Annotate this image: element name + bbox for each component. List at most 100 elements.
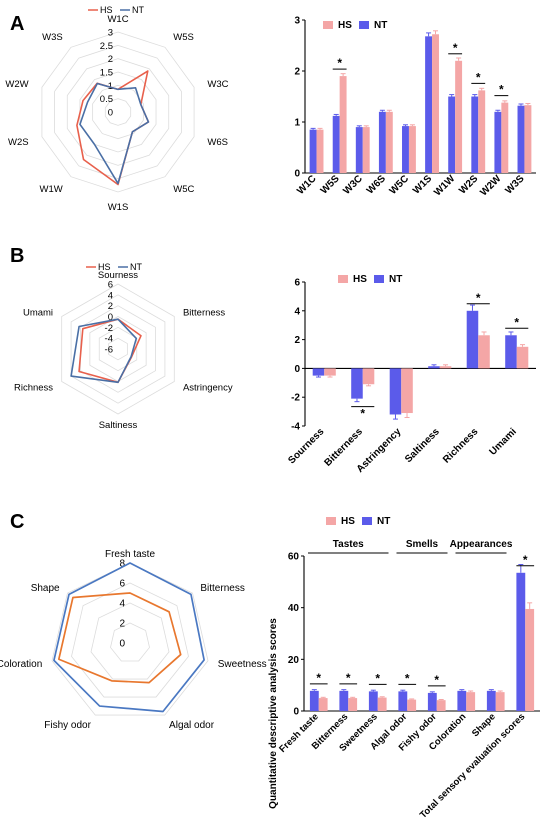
radar-series-nt [79, 82, 150, 185]
bar-nt-sourness [312, 368, 325, 376]
y-axis-title: Quantitative descriptive analysis scores [268, 618, 279, 809]
bar-nt-w1s [425, 36, 433, 173]
bar-nt-w5s [332, 115, 340, 173]
bar-hs-w3s [524, 105, 532, 173]
bar-nt-saltiness [428, 366, 440, 369]
axis-label-saltiness: Saltiness [99, 420, 138, 431]
radar-gridline [104, 98, 132, 126]
radar-gridline [89, 316, 147, 382]
axis-label-w1c: W1C [107, 14, 128, 25]
panel-label-b: B [10, 245, 24, 267]
x-tick-label-w6s: W6S [365, 173, 388, 196]
radar-series-hs [76, 70, 150, 186]
legend-swatch-nt [359, 21, 369, 29]
bar-nt-w5c [402, 126, 409, 173]
bar-hs-bitterness [348, 698, 358, 711]
bar-nt-bitterness [351, 368, 363, 399]
bar-hs-w1w [455, 60, 463, 173]
bar-hs-w5c [408, 126, 416, 173]
radar-series-nt [70, 318, 138, 384]
radar-tick-label: -4 [105, 334, 113, 345]
y-tick-label: 40 [288, 603, 300, 614]
bar-hs-algal-odor [407, 699, 417, 711]
axis-label-w5c: W5C [173, 184, 194, 195]
radar-tick-label: 4 [119, 599, 125, 610]
axis-label-w6s: W6S [207, 137, 228, 148]
y-tick-label: -4 [291, 422, 300, 433]
radar-tick-label: 6 [108, 280, 113, 291]
significance-marker: * [453, 41, 458, 55]
bar-hs-w1s [432, 34, 439, 173]
bar-hs-saltiness [439, 366, 452, 369]
y-tick-label: 1 [294, 118, 300, 129]
axis-label-shape: Shape [31, 583, 60, 594]
x-tick-label-richness: Richness [441, 426, 481, 466]
legend-label-nt: NT [374, 20, 387, 31]
panel-label-a: A [10, 13, 24, 35]
radar-gridline [54, 44, 182, 180]
y-tick-label: 20 [288, 655, 300, 666]
axis-label-bitterness: Bitterness [200, 583, 244, 594]
legend-label-hs: HS [341, 516, 355, 527]
legend-swatch-nt [362, 517, 372, 525]
radar-chart-a: 00.511.522.53W1CW5SW3CW6SW5CW1SW1WW2SW2W… [5, 5, 228, 213]
bar-hs-coloration [466, 692, 476, 711]
radar-tick-label: 2 [108, 54, 113, 65]
legend-swatch-hs [326, 517, 336, 525]
radar-tick-label: 0 [108, 312, 113, 323]
radar-gridline [51, 562, 209, 716]
bar-nt-w1w [448, 96, 456, 173]
radar-gridline [70, 294, 166, 404]
bar-hs-w2s [478, 90, 486, 173]
significance-marker: * [434, 673, 439, 687]
radar-tick-label: 2.5 [100, 41, 113, 52]
radar-tick-label: 1.5 [100, 68, 113, 79]
bar-hs-shape [495, 692, 505, 711]
bar-nt-algal-odor [398, 691, 408, 711]
x-tick-label-w1s: W1S [411, 173, 434, 196]
x-tick-label-w5s: W5S [319, 173, 342, 196]
axis-label-fishy-odor: Fishy odor [44, 720, 91, 731]
bar-hs-richness [478, 335, 490, 369]
bar-nt-sweetness [368, 691, 378, 711]
bar-hs-sourness [324, 368, 336, 376]
bar-nt-astringency [389, 368, 402, 415]
legend-label-hs: HS [338, 20, 352, 31]
legend-label-nt: NT [130, 262, 142, 272]
bar-nt-w1c [309, 129, 317, 173]
x-tick-label-w2w: W2W [478, 173, 503, 198]
bar-hs-sweetness [377, 697, 387, 711]
radar-tick-label: -2 [105, 323, 113, 334]
axis-label-w2s: W2S [8, 137, 29, 148]
y-tick-label: 2 [294, 335, 300, 346]
legend-swatch-hs [338, 275, 348, 283]
bar-hs-fishy-odor [436, 700, 446, 711]
significance-marker: * [316, 671, 321, 685]
significance-marker: * [499, 83, 504, 97]
significance-marker: * [514, 315, 519, 329]
bar-hs-fresh-taste [318, 698, 328, 711]
radar-tick-label: 6 [119, 579, 125, 590]
bar-hs-total-sensory-evaluation-scores [525, 608, 535, 711]
y-tick-label: 0 [294, 169, 300, 180]
radar-tick-label: 0.5 [100, 94, 113, 105]
legend-label-hs: HS [100, 5, 113, 15]
radar-gridline [61, 283, 175, 415]
x-tick-label-w2s: W2S [457, 173, 480, 196]
bar-nt-bitterness [339, 690, 349, 711]
bar-hs-astringency [401, 368, 413, 414]
y-tick-label: 4 [294, 306, 300, 317]
bar-hs-bitterness [362, 368, 375, 385]
axis-label-w3c: W3C [207, 79, 228, 90]
y-tick-label: 3 [294, 16, 300, 27]
axis-label-sourness: Sourness [98, 270, 138, 281]
significance-marker: * [360, 407, 365, 421]
bar-nt-w2w [494, 111, 502, 173]
axis-label-richness: Richness [14, 383, 53, 394]
